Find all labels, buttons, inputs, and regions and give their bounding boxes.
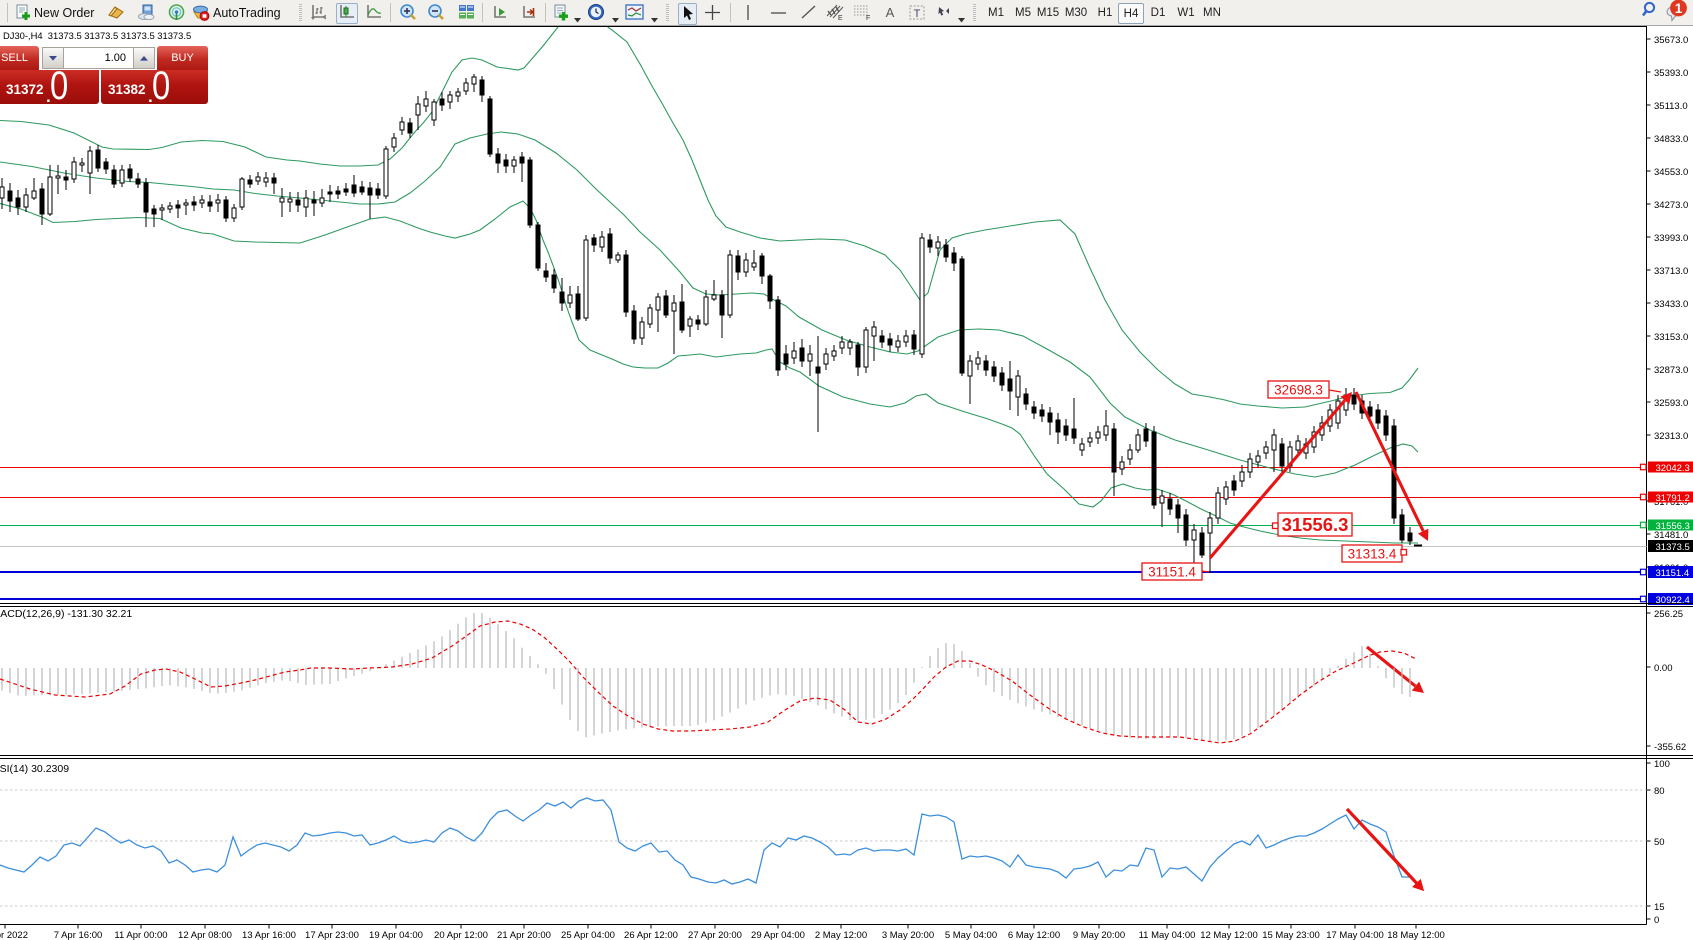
- svg-text:7 Apr 16:00: 7 Apr 16:00: [54, 930, 103, 940]
- svg-text:50: 50: [1654, 837, 1665, 848]
- svg-text:31791.2: 31791.2: [1656, 493, 1690, 504]
- svg-text:2 May 12:00: 2 May 12:00: [815, 930, 867, 940]
- svg-text:1: 1: [1675, 1, 1683, 16]
- svg-text:29 Apr 04:00: 29 Apr 04:00: [751, 930, 805, 940]
- svg-text:256.25: 256.25: [1654, 609, 1683, 620]
- svg-text:30922.4: 30922.4: [1656, 595, 1690, 606]
- svg-text:33153.0: 33153.0: [1654, 332, 1688, 343]
- svg-text:34553.0: 34553.0: [1654, 167, 1688, 178]
- svg-text:E: E: [838, 15, 843, 21]
- svg-text:31373.5: 31373.5: [1656, 542, 1690, 553]
- svg-text:19 Apr 04:00: 19 Apr 04:00: [369, 930, 423, 940]
- svg-text:21 Apr 20:00: 21 Apr 20:00: [497, 930, 551, 940]
- svg-text:4 Apr 2022: 4 Apr 2022: [0, 930, 28, 940]
- svg-text:RSI(14) 30.2309: RSI(14) 30.2309: [0, 763, 69, 775]
- svg-text:34833.0: 34833.0: [1654, 134, 1688, 145]
- svg-text:33993.0: 33993.0: [1654, 233, 1688, 244]
- svg-text:80: 80: [1654, 786, 1665, 797]
- svg-text:33433.0: 33433.0: [1654, 299, 1688, 310]
- svg-text:6 May 12:00: 6 May 12:00: [1008, 930, 1060, 940]
- svg-text:9 May 20:00: 9 May 20:00: [1073, 930, 1125, 940]
- svg-text:33713.0: 33713.0: [1654, 266, 1688, 277]
- svg-text:5 May 04:00: 5 May 04:00: [945, 930, 997, 940]
- svg-text:18 May 12:00: 18 May 12:00: [1387, 930, 1445, 940]
- svg-text:17 Apr 23:00: 17 Apr 23:00: [305, 930, 359, 940]
- svg-text:34273.0: 34273.0: [1654, 200, 1688, 211]
- svg-text:15: 15: [1654, 902, 1665, 913]
- svg-text:0.00: 0.00: [1654, 663, 1673, 674]
- svg-text:11 May 04:00: 11 May 04:00: [1139, 930, 1196, 940]
- svg-text:-355.62: -355.62: [1654, 742, 1686, 753]
- svg-text:T: T: [914, 8, 921, 20]
- svg-text:MACD(12,26,9) -131.30 32.21: MACD(12,26,9) -131.30 32.21: [0, 608, 132, 620]
- svg-text:3 May 20:00: 3 May 20:00: [882, 930, 934, 940]
- svg-text:DJ30-,H4 31373.5 31373.5 3137: DJ30-,H4 31373.5 31373.5 31373.5 31373.5: [3, 30, 191, 41]
- svg-text:35393.0: 35393.0: [1654, 68, 1688, 79]
- svg-text:15 May 23:00: 15 May 23:00: [1262, 930, 1320, 940]
- svg-text:11 Apr 00:00: 11 Apr 00:00: [114, 930, 167, 940]
- svg-text:31151.4: 31151.4: [1656, 568, 1690, 579]
- svg-text:32593.0: 32593.0: [1654, 398, 1688, 409]
- svg-text:26 Apr 12:00: 26 Apr 12:00: [624, 930, 678, 940]
- svg-text:12 May 12:00: 12 May 12:00: [1200, 930, 1258, 940]
- svg-text:35113.0: 35113.0: [1654, 101, 1688, 112]
- svg-text:31556.3: 31556.3: [1282, 514, 1349, 535]
- svg-text:31151.4: 31151.4: [1148, 564, 1196, 579]
- svg-text:27 Apr 20:00: 27 Apr 20:00: [688, 930, 742, 940]
- svg-text:F: F: [866, 15, 870, 21]
- svg-text:31556.3: 31556.3: [1656, 521, 1690, 532]
- svg-text:31481.0: 31481.0: [1654, 530, 1688, 541]
- svg-text:32313.0: 32313.0: [1654, 431, 1688, 442]
- svg-text:0: 0: [1654, 915, 1659, 926]
- svg-text:13 Apr 16:00: 13 Apr 16:00: [242, 930, 296, 940]
- svg-text:17 May 04:00: 17 May 04:00: [1326, 930, 1384, 940]
- svg-text:32873.0: 32873.0: [1654, 365, 1688, 376]
- svg-text:32042.3: 32042.3: [1656, 463, 1690, 474]
- svg-text:31313.4: 31313.4: [1348, 546, 1397, 561]
- svg-text:12 Apr 08:00: 12 Apr 08:00: [178, 930, 232, 940]
- svg-text:20 Apr 12:00: 20 Apr 12:00: [434, 930, 488, 940]
- svg-text:32698.3: 32698.3: [1274, 382, 1323, 397]
- svg-text:100: 100: [1654, 759, 1670, 770]
- svg-text:35673.0: 35673.0: [1654, 35, 1688, 46]
- svg-text:25 Apr 04:00: 25 Apr 04:00: [561, 930, 615, 940]
- svg-text:A: A: [886, 5, 895, 20]
